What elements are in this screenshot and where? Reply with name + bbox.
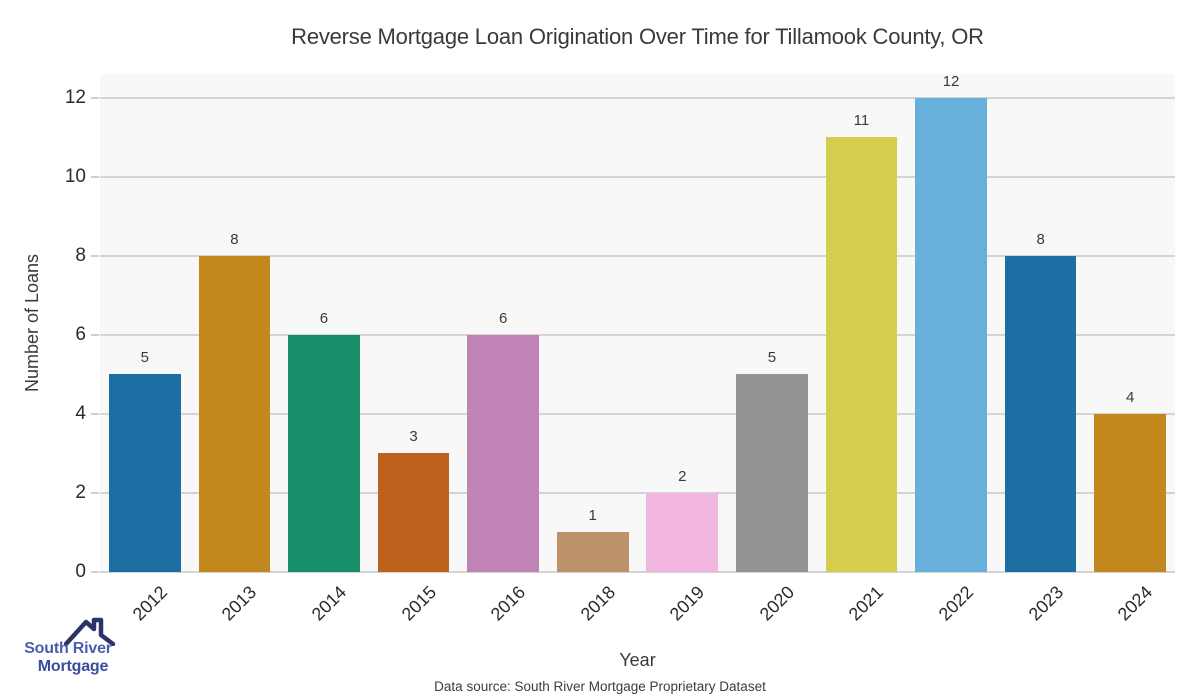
- bar-value-label: 2: [678, 467, 687, 485]
- bar-2022: [915, 97, 987, 572]
- bar-2014: [288, 334, 360, 572]
- bar-2016: [467, 334, 539, 572]
- y-tick-mark: [91, 96, 99, 99]
- bar-value-label: 5: [767, 349, 777, 367]
- bar-2018: [556, 532, 629, 572]
- y-tick-mark: [91, 491, 99, 494]
- bar-value-label: 4: [1126, 388, 1135, 406]
- bar-2020: [736, 374, 808, 572]
- y-tick-mark: [91, 333, 99, 336]
- bar-2019: [646, 492, 719, 572]
- bar-value-label: 1: [588, 507, 597, 525]
- bar-value-label: 6: [498, 309, 508, 327]
- plot-area: [100, 74, 1175, 572]
- gridline-y6: [100, 333, 1175, 336]
- logo-text-mortgage: Mortgage: [37, 658, 109, 675]
- bar-2012: [108, 374, 181, 572]
- south-river-mortgage-logo: South River Mortgage: [16, 614, 156, 690]
- bar-value-label: 11: [853, 112, 870, 130]
- y-tick-label: 4: [75, 402, 86, 424]
- bar-value-label: 8: [230, 230, 239, 248]
- gridline-y4: [100, 412, 1175, 415]
- y-tick-mark: [91, 571, 99, 573]
- house-roof-icon: [64, 617, 116, 646]
- bar-value-label: 12: [942, 72, 960, 90]
- chart-title: Reverse Mortgage Loan Origination Over T…: [291, 24, 984, 49]
- gridline-y12: [100, 96, 1175, 99]
- bar-value-label: 5: [140, 349, 149, 367]
- y-tick-label: 8: [75, 244, 86, 266]
- bar-2021: [825, 137, 898, 572]
- gridline-y2: [100, 491, 1175, 494]
- logo-text-south-river: South River: [24, 640, 112, 657]
- bar-2024: [1094, 413, 1167, 572]
- data-source-note: Data source: South River Mortgage Propri…: [434, 679, 766, 694]
- y-tick-mark: [91, 175, 99, 178]
- gridline-y0: [100, 571, 1175, 573]
- y-tick-label: 0: [75, 561, 86, 582]
- bar-2023: [1004, 255, 1077, 572]
- bar-value-label: 6: [319, 309, 329, 327]
- gridline-y10: [100, 175, 1175, 178]
- y-tick-label: 12: [64, 86, 86, 108]
- y-tick-mark: [91, 412, 99, 415]
- x-axis-label: Year: [619, 650, 656, 670]
- y-tick-label: 2: [75, 481, 86, 503]
- bar-value-label: 8: [1036, 230, 1045, 248]
- bar-value-label: 3: [409, 428, 418, 446]
- y-tick-label: 10: [64, 165, 86, 187]
- y-tick-mark: [91, 254, 99, 257]
- gridline-y8: [100, 254, 1175, 257]
- y-tick-label: 6: [75, 323, 86, 345]
- bar-2015: [377, 453, 450, 572]
- bar-2013: [198, 255, 271, 572]
